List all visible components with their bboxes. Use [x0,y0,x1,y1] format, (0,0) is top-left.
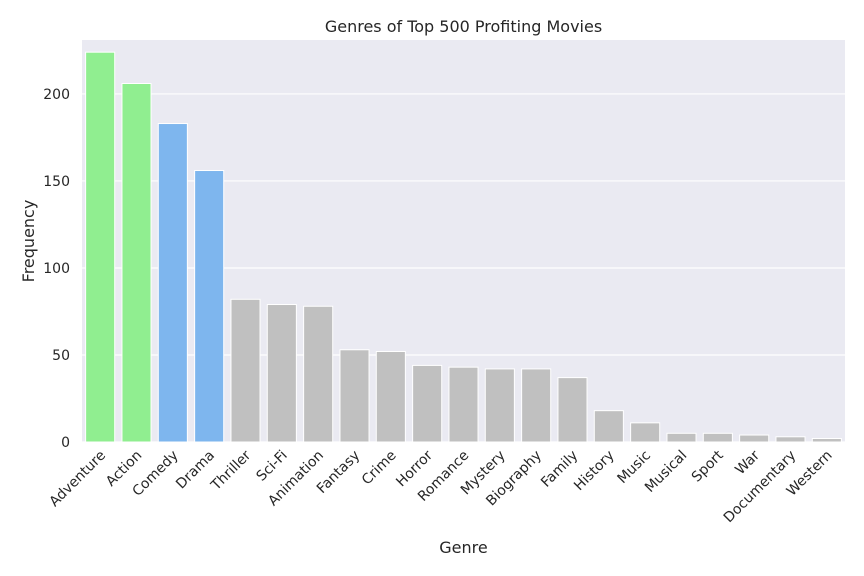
bar-comedy [157,123,188,443]
bar-thriller [230,298,261,443]
x-tick-label: Sport [689,447,727,485]
x-tick-label: Thriller [208,447,255,494]
bar-sport [702,432,733,443]
bar-horror [412,364,443,443]
x-tick-label: War [732,447,763,478]
y-tick-label: 200 [43,87,70,103]
bar-fantasy [339,349,370,443]
bar-history [593,410,624,443]
bar-drama [194,170,225,443]
bar-documentary [775,436,806,443]
bar-musical [666,432,697,443]
bar-war [739,434,770,443]
bar-western [811,438,842,443]
bars [85,51,842,443]
bar-mystery [484,368,515,443]
y-axis-label: Frequency [19,200,38,283]
chart-title: Genres of Top 500 Profiting Movies [325,17,602,36]
y-axis-ticks: 0 50 100 150 200 [43,87,70,451]
x-axis-label: Genre [439,538,487,557]
x-tick-label: History [571,448,618,495]
bar-romance [448,366,479,443]
y-tick-label: 50 [52,348,70,364]
bar-music [630,422,661,443]
bar-animation [303,305,334,443]
x-tick-label: Crime [359,448,400,489]
y-tick-label: 150 [43,174,70,190]
x-tick-label: Adventure [46,448,109,511]
bar-crime [375,351,406,443]
y-tick-label: 0 [61,435,70,451]
y-tick-label: 100 [43,261,70,277]
bar-family [557,377,588,443]
bar-adventure [85,51,116,443]
bar-action [121,83,152,443]
bar-sci-fi [266,304,297,443]
bar-biography [521,368,552,443]
